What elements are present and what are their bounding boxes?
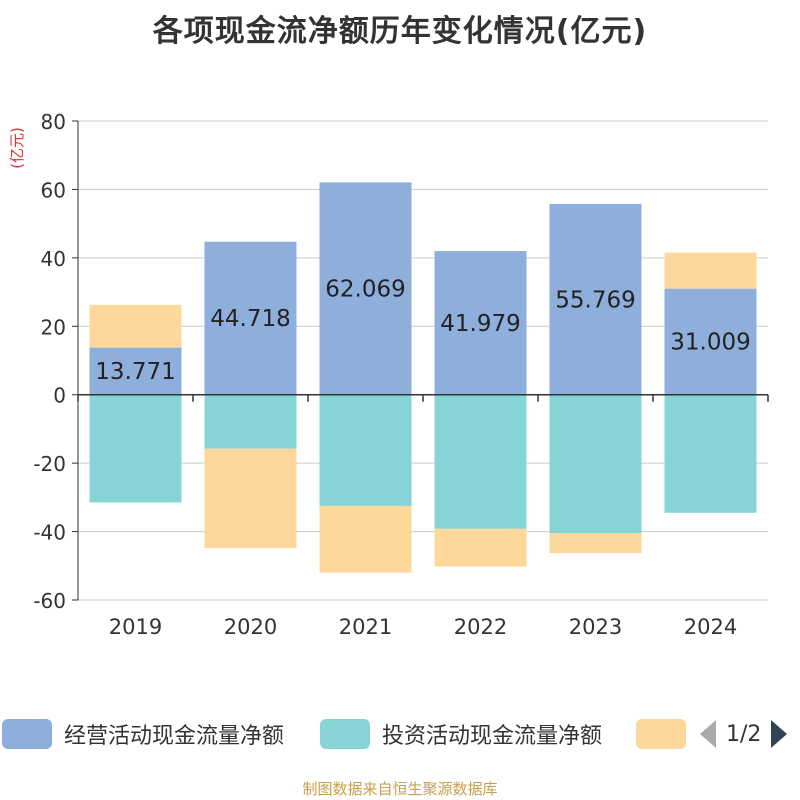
- bar-series-1-2023[interactable]: [549, 394, 642, 534]
- bar-series-0-2023[interactable]: [549, 203, 642, 395]
- bars: [89, 182, 757, 573]
- bar-series-1-2019[interactable]: [89, 394, 182, 503]
- data-source-note: 制图数据来自恒生聚源数据库: [302, 780, 498, 798]
- x-tick-label: 2020: [224, 615, 277, 639]
- legend-pager: 1/2: [700, 716, 788, 752]
- bar-series-0-2019[interactable]: [89, 347, 182, 395]
- bar-series-2-2023[interactable]: [549, 533, 642, 554]
- y-tick-label: 60: [41, 178, 66, 202]
- y-tick-label: 20: [41, 315, 66, 339]
- y-tick-label: 0: [53, 384, 66, 408]
- legend-next-icon[interactable]: [771, 720, 788, 748]
- bar-series-1-2021[interactable]: [319, 394, 412, 506]
- data-label: 31.009: [670, 330, 750, 356]
- y-axis-title: (亿元): [8, 127, 26, 169]
- legend-label-investing: 投资活动现金流量净额: [382, 724, 603, 749]
- axes: 80 60 40 20 0 -20 -40 -60 2019 2020 2021 2022 2023 20…: [33, 110, 769, 639]
- bar-series-1-2022[interactable]: [434, 394, 527, 529]
- x-tick-label: 2023: [569, 615, 622, 639]
- legend-page-label: 1/2: [726, 721, 762, 747]
- legend-swatch-operating: [2, 719, 52, 749]
- y-tick-label: -40: [33, 521, 66, 545]
- data-label: 55.769: [555, 287, 635, 313]
- chart-title: 各项现金流净额历年变化情况(亿元): [152, 14, 648, 49]
- data-labels: 13.771 44.718 62.069 41.979 55.769 31.009: [95, 277, 750, 386]
- y-tick-label: 80: [41, 110, 66, 134]
- y-tick-label: -20: [33, 452, 66, 476]
- x-tick-label: 2022: [454, 615, 507, 639]
- data-label: 44.718: [210, 306, 290, 332]
- x-tick-label: 2021: [339, 615, 392, 639]
- grid-lines: [78, 120, 768, 601]
- y-tick-label: 40: [41, 247, 66, 271]
- bar-series-2-2024[interactable]: [664, 252, 757, 289]
- data-label: 13.771: [95, 359, 175, 385]
- cash-flow-chart: 80 60 40 20 0 -20 -40 -60 2019 2020 2021 2022 2023 20…: [8, 110, 769, 639]
- legend-swatch-investing: [320, 719, 370, 749]
- legend-prev-icon[interactable]: [700, 720, 716, 748]
- bar-series-0-2021[interactable]: [319, 182, 412, 395]
- bar-series-2-2019[interactable]: [89, 304, 182, 348]
- legend: 经营活动现金流量净额 投资活动现金流量净额 1/2: [0, 716, 800, 756]
- bar-series-0-2022[interactable]: [434, 251, 527, 395]
- bar-series-1-2020[interactable]: [204, 394, 297, 449]
- legend-swatch-third: [636, 719, 686, 749]
- bar-series-2-2022[interactable]: [434, 528, 527, 567]
- bar-series-1-2024[interactable]: [664, 394, 757, 513]
- x-tick-label: 2024: [684, 615, 737, 639]
- bar-series-2-2021[interactable]: [319, 505, 412, 573]
- bar-series-0-2020[interactable]: [204, 241, 297, 395]
- data-label: 41.979: [440, 311, 520, 337]
- legend-item-operating[interactable]: 经营活动现金流量净额: [2, 716, 284, 752]
- data-label: 62.069: [325, 277, 405, 303]
- legend-label-operating: 经营活动现金流量净额: [64, 724, 285, 749]
- x-tick-label: 2019: [109, 615, 162, 639]
- legend-item-investing[interactable]: 投资活动现金流量净额: [320, 716, 602, 752]
- bar-series-0-2024[interactable]: [664, 288, 757, 395]
- bar-series-2-2020[interactable]: [204, 448, 297, 548]
- legend-item-third[interactable]: [636, 716, 698, 752]
- y-tick-label: -60: [33, 589, 66, 613]
